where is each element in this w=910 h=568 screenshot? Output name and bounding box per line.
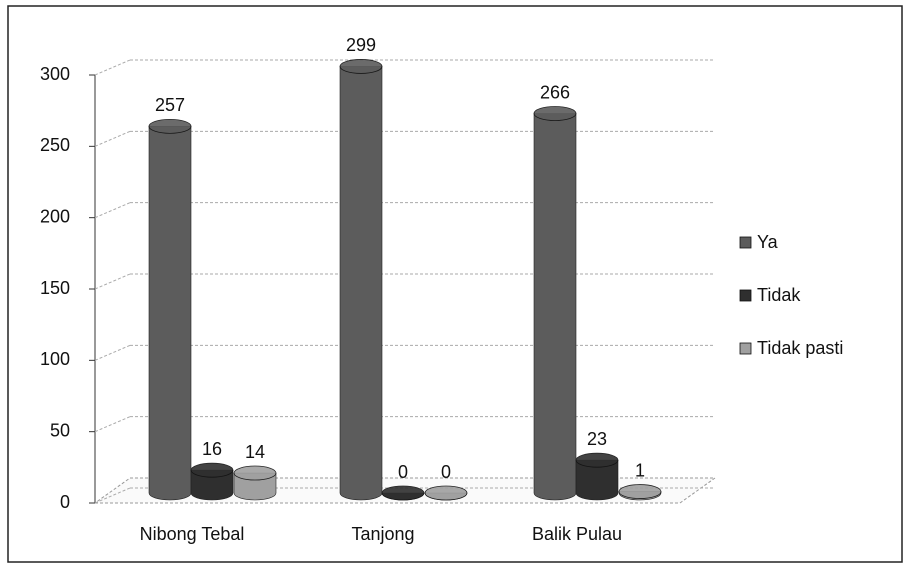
grid-line — [94, 273, 131, 290]
legend-swatch — [739, 289, 752, 302]
bar-top — [618, 484, 662, 499]
bar-top — [533, 106, 577, 121]
bar — [233, 465, 277, 501]
y-tick-label: 100 — [40, 349, 70, 369]
data-label: 0 — [441, 462, 451, 482]
x-tick-label: Nibong Tebal — [140, 524, 245, 544]
y-tick-label: 200 — [40, 206, 70, 226]
y-tick-label: 300 — [40, 64, 70, 84]
data-label: 257 — [155, 95, 185, 115]
grid-line — [94, 130, 131, 147]
y-tick-label: 150 — [40, 278, 70, 298]
data-label: 266 — [540, 82, 570, 102]
grid-line — [94, 416, 131, 433]
legend-label: Ya — [757, 232, 779, 252]
y-tick-label: 0 — [60, 492, 70, 512]
bar-body — [233, 472, 277, 501]
bar-body — [575, 459, 619, 501]
y-tick-label: 50 — [50, 420, 70, 440]
legend-swatch — [739, 342, 752, 355]
data-label: 1 — [635, 460, 645, 480]
bar-body — [533, 113, 577, 501]
data-label: 23 — [587, 429, 607, 449]
x-tick-label: Balik Pulau — [532, 524, 622, 544]
bar-body — [339, 66, 383, 501]
bar — [575, 452, 619, 501]
grid-line — [94, 487, 131, 504]
x-tick-label: Tanjong — [351, 524, 414, 544]
bar-top — [424, 485, 468, 501]
bar-top — [339, 59, 383, 74]
legend-label: Tidak pasti — [757, 338, 843, 358]
bar-top — [190, 462, 234, 478]
y-tick-label: 250 — [40, 135, 70, 155]
bar — [618, 484, 662, 501]
grid-line — [94, 202, 131, 219]
legend-swatch — [739, 236, 752, 249]
grid-line — [94, 59, 131, 76]
data-label: 14 — [245, 442, 265, 462]
bar — [190, 462, 234, 501]
bar — [424, 485, 468, 501]
grid-line — [94, 344, 131, 361]
bar — [381, 485, 425, 501]
bar-top — [233, 465, 277, 481]
bar — [339, 59, 383, 501]
bar-top — [148, 118, 192, 134]
data-label: 16 — [202, 439, 222, 459]
data-label: 299 — [346, 35, 376, 55]
bar — [148, 118, 192, 501]
bar — [533, 106, 577, 501]
bar-top — [575, 452, 619, 468]
bar-body — [190, 469, 234, 501]
data-label: 0 — [398, 462, 408, 482]
bar-top — [381, 485, 425, 501]
bar-body — [148, 126, 192, 501]
legend-label: Tidak — [757, 285, 801, 305]
